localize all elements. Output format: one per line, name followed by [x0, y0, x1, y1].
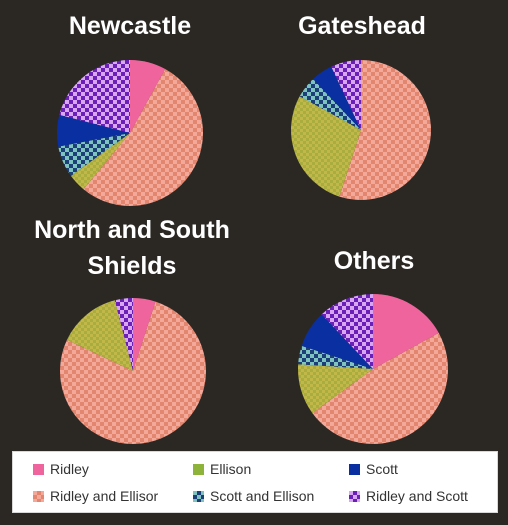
pie-slice-ridley-and-scott: [59, 60, 131, 133]
pie-slice-ridley: [130, 60, 166, 133]
pie-slice-scott-and-ellison: [299, 78, 361, 130]
legend: Ridley Ellison Scott Ridley and Ellisor …: [12, 451, 498, 513]
legend-swatch-ridley-and-scott: [349, 490, 360, 502]
pie-slice-ridley-and-ellisor: [83, 69, 204, 207]
legend-label-scott-and-ellison: Scott and Ellison: [210, 488, 315, 504]
legend-label-ridley: Ridley: [50, 461, 89, 477]
chart-title-gateshead: Gateshead: [298, 12, 426, 40]
legend-swatch-scott: [349, 463, 360, 475]
pie-slice-ellison: [291, 96, 361, 197]
chart-title-newcastle: Newcastle: [68, 12, 192, 40]
pie-slice-ridley: [133, 298, 156, 371]
legend-label-ridley-and-ellisor: Ridley and Ellisor: [50, 488, 159, 504]
pie-others: [298, 294, 448, 444]
legend-swatch-ridley-and-ellisor: [33, 490, 44, 502]
legend-swatch-scott-and-ellison: [193, 490, 204, 502]
legend-swatch-ridley: [33, 463, 44, 475]
pie-slice-scott: [301, 314, 373, 369]
chart-title-others: Others: [333, 247, 415, 275]
legend-label-ellison: Ellison: [210, 461, 252, 477]
legend-item-scott: Scott: [349, 461, 398, 477]
chart-title-north-south-shields: North and South Shields: [34, 216, 230, 280]
legend-item-scott-and-ellison: Scott and Ellison: [193, 488, 314, 504]
legend-swatch-ellison: [193, 463, 204, 475]
pie-slice-scott: [57, 114, 130, 147]
pie-slice-ridley-and-ellisor: [339, 60, 431, 201]
pie-north-south-shields: [60, 298, 207, 444]
pie-slice-ridley-and-ellisor: [312, 332, 448, 444]
pie-slice-ridley-and-ellisor: [60, 301, 207, 444]
pie-gateshead: [291, 60, 431, 201]
pie-slice-ridley-and-scott: [321, 294, 373, 369]
pie-newcastle: [57, 60, 204, 207]
pie-slice-ridley-and-scott: [114, 298, 133, 371]
legend-item-ridley-and-ellisor: Ridley and Ellisor: [33, 488, 158, 504]
pie-slice-ridley-and-scott: [331, 60, 361, 130]
pie-slice-ellison: [298, 364, 373, 414]
pie-slice-ellison: [66, 300, 133, 371]
legend-item-ridley: Ridley: [33, 461, 89, 477]
legend-label-ridley-and-scott: Ridley and Scott: [366, 488, 468, 504]
pie-slice-scott: [313, 66, 361, 130]
pie-slice-scott-and-ellison: [58, 133, 130, 176]
legend-item-ridley-and-scott: Ridley and Scott: [349, 488, 468, 504]
legend-label-scott: Scott: [366, 461, 398, 477]
pie-slice-ridley: [373, 294, 439, 369]
legend-item-ellison: Ellison: [193, 461, 251, 477]
pie-slice-scott-and-ellison: [298, 345, 373, 369]
pie-slice-ellison: [70, 133, 130, 190]
